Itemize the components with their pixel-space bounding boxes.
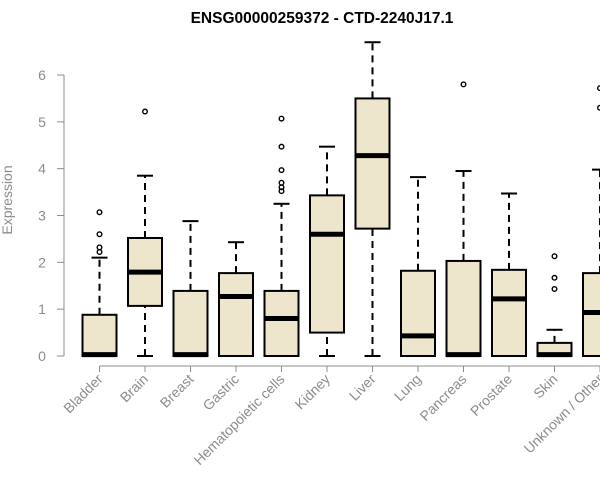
outlier-point [96,209,103,216]
box-hematopoietic-cells [263,115,300,358]
chart-title: ENSG00000259372 - CTD-2240J17.1 [191,10,454,27]
outlier-point [278,167,285,174]
outlier-point [278,179,285,186]
x-tick-label: Prostate [467,371,515,419]
box-body [218,272,254,357]
x-tick-label: Kidney [292,371,334,413]
outlier-point [278,184,285,191]
box-body [445,259,482,357]
outlier-point [551,274,558,281]
outlier-point [96,244,103,251]
y-tick-label: 3 [38,208,46,224]
box-unknown-other [582,85,600,357]
y-tick-label: 2 [38,254,46,270]
y-tick-label: 1 [38,301,46,317]
box-kidney [309,145,345,357]
box-lung [400,176,436,358]
box-body [172,289,209,358]
outlier-point [551,286,558,293]
box-body [309,194,345,334]
outlier-point [278,188,285,195]
y-axis-label: Expression [0,165,15,234]
x-tick-label: Skin [530,371,561,402]
box-body [81,313,118,358]
plot-area [81,41,600,358]
y-tick-label: 4 [38,161,46,177]
box-body [400,269,436,358]
y-tick-label: 6 [38,67,46,83]
x-tick-label: Brain [117,371,151,405]
x-tick-label: Pancreas [416,371,469,424]
box-bladder [81,209,118,358]
box-skin [536,253,573,358]
x-tick-label: Unknown / Other [521,371,600,457]
outlier-point [141,108,148,115]
box-liver [354,41,391,357]
x-tick-label: Liver [346,371,379,404]
box-brain [127,108,163,357]
box-breast [172,220,209,358]
y-tick-label: 5 [38,114,46,130]
outlier-point [597,85,600,92]
box-pancreas [445,81,482,358]
outlier-point [96,249,103,256]
box-body [354,97,391,230]
outlier-point [551,253,558,260]
x-tick-label: Lung [391,371,424,404]
box-prostate [491,192,527,357]
x-tick-label: Gastric [199,371,242,414]
box-gastric [218,241,254,357]
box-body [263,289,300,358]
y-axis: 0 1 2 3 4 5 6 [38,67,65,364]
outlier-point [278,143,285,150]
x-tick-label: Bladder [60,371,106,417]
outlier-point [460,81,467,88]
box-body [491,268,527,357]
outlier-point [597,104,600,111]
y-tick-label: 0 [38,348,46,364]
outlier-point [96,231,103,238]
x-tick-label: Breast [157,371,197,411]
x-tick-label: Hematopoietic cells [190,371,287,468]
outlier-point [278,115,285,122]
